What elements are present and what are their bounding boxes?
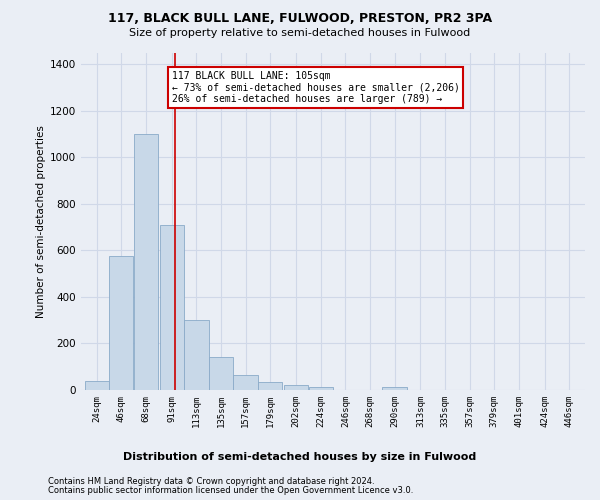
Text: Contains HM Land Registry data © Crown copyright and database right 2024.: Contains HM Land Registry data © Crown c…: [48, 477, 374, 486]
Bar: [160, 224, 184, 390]
Text: Distribution of semi-detached houses by size in Fulwood: Distribution of semi-detached houses by …: [124, 452, 476, 462]
Bar: [258, 382, 283, 390]
Bar: [382, 387, 407, 390]
Bar: [109, 256, 133, 390]
Bar: [284, 386, 308, 390]
Bar: [85, 381, 109, 390]
Bar: [233, 375, 258, 390]
Bar: [134, 134, 158, 390]
Text: Contains public sector information licensed under the Open Government Licence v3: Contains public sector information licen…: [48, 486, 413, 495]
Text: 117 BLACK BULL LANE: 105sqm
← 73% of semi-detached houses are smaller (2,206)
26: 117 BLACK BULL LANE: 105sqm ← 73% of sem…: [172, 71, 460, 104]
Text: Size of property relative to semi-detached houses in Fulwood: Size of property relative to semi-detach…: [130, 28, 470, 38]
Bar: [184, 320, 209, 390]
Y-axis label: Number of semi-detached properties: Number of semi-detached properties: [36, 125, 46, 318]
Text: 117, BLACK BULL LANE, FULWOOD, PRESTON, PR2 3PA: 117, BLACK BULL LANE, FULWOOD, PRESTON, …: [108, 12, 492, 24]
Bar: [308, 387, 333, 390]
Bar: [209, 358, 233, 390]
